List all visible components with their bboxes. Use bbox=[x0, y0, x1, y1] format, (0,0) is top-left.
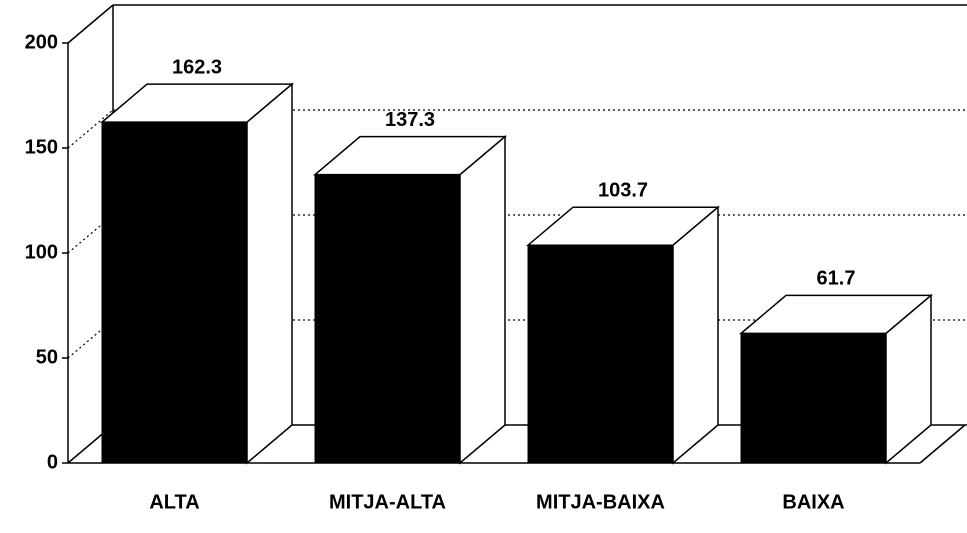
bar-side bbox=[672, 205, 719, 465]
bar bbox=[101, 121, 248, 464]
x-tick-label: MITJA-ALTA bbox=[329, 491, 446, 513]
value-label: 61.7 bbox=[817, 268, 856, 290]
bar bbox=[314, 174, 461, 464]
value-label: 162.3 bbox=[172, 56, 222, 78]
grid-diagonal bbox=[67, 4, 114, 44]
value-label: 137.3 bbox=[385, 109, 435, 131]
y-tick-label: 0 bbox=[47, 451, 58, 473]
bar-side bbox=[246, 82, 293, 465]
y-tick-label: 50 bbox=[36, 346, 58, 368]
y-tick-label: 200 bbox=[25, 31, 58, 53]
floor-right bbox=[919, 424, 966, 464]
y-tick-label: 150 bbox=[25, 136, 58, 158]
x-tick-label: MITJA-BAIXA bbox=[536, 491, 665, 513]
bar bbox=[527, 244, 674, 464]
x-tick-label: BAIXA bbox=[782, 491, 844, 513]
bar bbox=[740, 332, 887, 464]
x-tick-label: ALTA bbox=[149, 491, 199, 513]
bar-side bbox=[459, 135, 506, 465]
y-tick-label: 100 bbox=[25, 241, 58, 263]
value-label: 103.7 bbox=[598, 180, 648, 202]
